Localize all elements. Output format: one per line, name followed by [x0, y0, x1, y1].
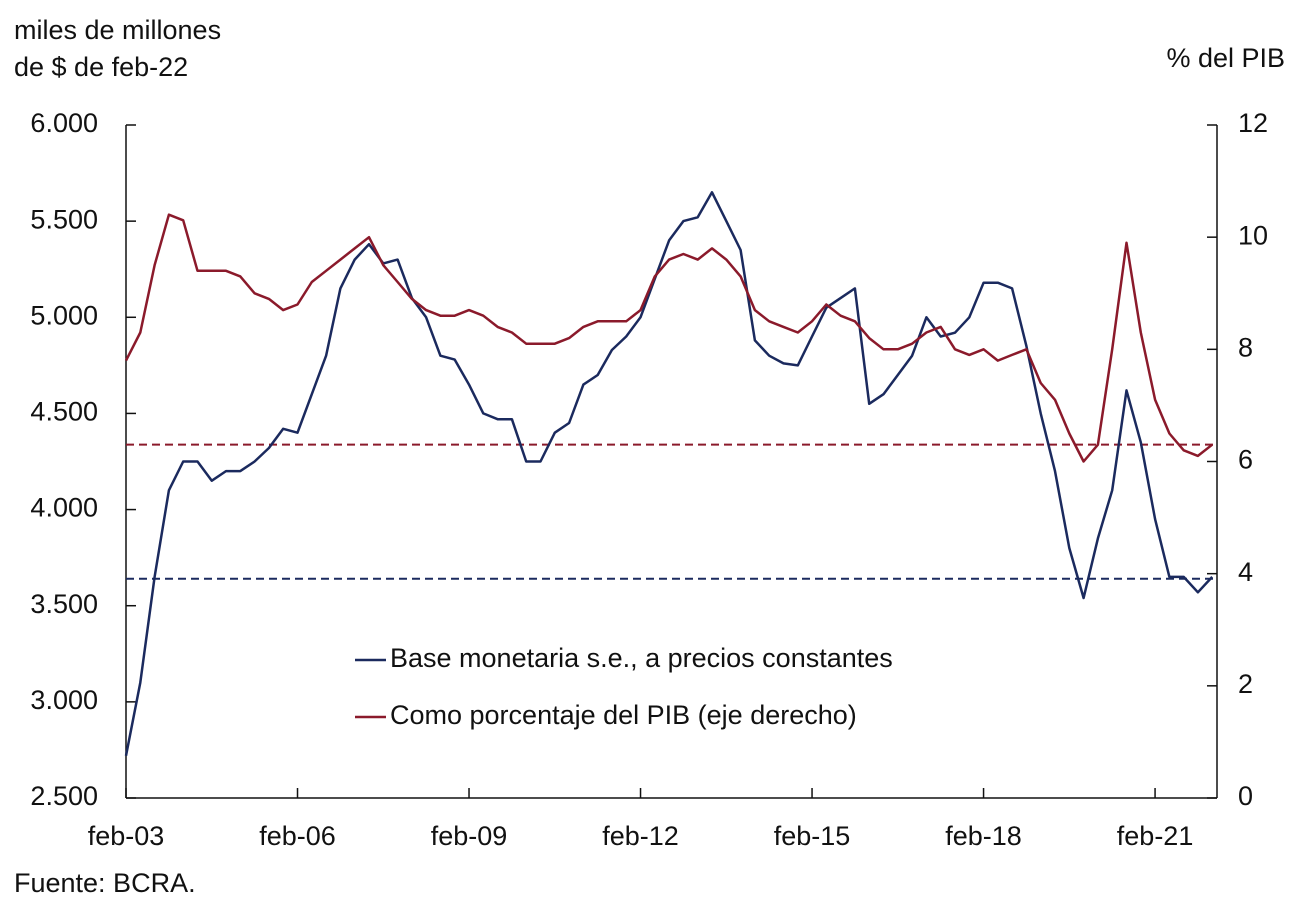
y-tick-label: 4.500: [30, 397, 98, 427]
x-tick-label: feb-12: [602, 821, 679, 851]
y-title: de $ de feb-22: [14, 52, 188, 82]
y2-tick-label: 6: [1238, 445, 1253, 475]
y2-tick-label: 2: [1238, 669, 1253, 699]
y-tick-label: 4.000: [30, 493, 98, 523]
y-tick-label: 3.500: [30, 589, 98, 619]
y2-tick-label: 0: [1238, 781, 1253, 811]
x-tick-label: feb-03: [88, 821, 165, 851]
y-tick-label: 5.000: [30, 300, 98, 330]
x-tick-label: feb-15: [774, 821, 851, 851]
x-tick-label: feb-21: [1117, 821, 1194, 851]
legend-label: Como porcentaje del PIB (eje derecho): [390, 700, 857, 730]
y2-tick-label: 4: [1238, 557, 1253, 587]
series-line: [124, 191, 1214, 756]
y2-tick-label: 10: [1238, 220, 1268, 250]
series-line: [124, 213, 1213, 463]
legend-label: Base monetaria s.e., a precios constante…: [390, 643, 893, 673]
y-tick-label: 2.500: [30, 781, 98, 811]
x-tick-label: feb-18: [945, 821, 1022, 851]
y-title: miles de millones: [14, 15, 221, 45]
y2-title: % del PIB: [1166, 43, 1285, 73]
x-tick-label: feb-06: [259, 821, 336, 851]
y2-tick-label: 12: [1238, 108, 1268, 138]
y-tick-label: 3.000: [30, 685, 98, 715]
y-tick-label: 6.000: [30, 108, 98, 138]
x-tick-label: feb-09: [431, 821, 508, 851]
y2-tick-label: 8: [1238, 332, 1253, 362]
y-tick-label: 5.500: [30, 204, 98, 234]
source: Fuente: BCRA.: [14, 868, 196, 898]
